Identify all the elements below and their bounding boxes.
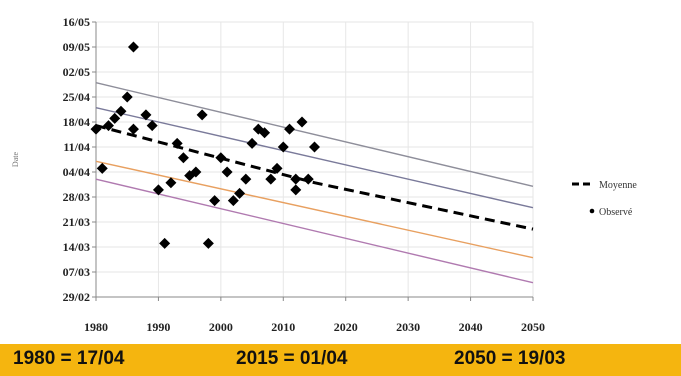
data-point (215, 152, 227, 164)
y-tick-label: 04/04 (63, 165, 90, 179)
legend-observe-label: Observé (599, 207, 633, 218)
data-point (159, 237, 171, 249)
data-point (177, 152, 189, 164)
data-point (115, 105, 127, 117)
x-tick-label: 1990 (146, 320, 170, 334)
legend-moyenne-label: Moyenne (599, 180, 637, 191)
x-tick-label: 1980 (84, 320, 108, 334)
data-point (277, 141, 289, 153)
series-line (95, 107, 534, 209)
data-point (127, 41, 139, 53)
banner-item-2050: 2050 = 19/03 (454, 348, 566, 369)
data-point (171, 137, 183, 149)
data-point (190, 166, 202, 178)
data-point (234, 187, 246, 199)
data-point (109, 112, 121, 124)
y-tick-label: 25/04 (63, 90, 90, 104)
banner-item-1980: 1980 = 17/04 (13, 348, 125, 369)
data-point (265, 173, 277, 185)
y-tick-label: 14/03 (63, 240, 90, 254)
y-tick-label: 16/05 (63, 15, 90, 29)
x-tick-label: 2000 (209, 320, 233, 334)
y-tick-label: 28/03 (63, 190, 90, 204)
data-point (127, 123, 139, 135)
y-tick-label: 07/03 (63, 265, 90, 279)
x-tick-label: 2020 (334, 320, 358, 334)
data-point (96, 162, 108, 174)
summary-banner: 1980 = 17/04 2015 = 01/04 2050 = 19/03 (0, 344, 681, 376)
y-axis-title: Date (11, 152, 20, 168)
data-point (196, 109, 208, 121)
data-point (140, 109, 152, 121)
data-point (152, 184, 164, 196)
legend-observe-symbol (589, 208, 595, 214)
y-tick-label: 02/05 (63, 65, 90, 79)
y-tick-label: 11/04 (63, 140, 90, 154)
data-point (90, 123, 102, 135)
series-line (95, 82, 534, 187)
y-tick-label: 09/05 (63, 40, 90, 54)
data-point (271, 162, 283, 174)
data-point (284, 123, 296, 135)
series-line (95, 160, 534, 259)
data-point (290, 173, 302, 185)
data-point (121, 91, 133, 103)
x-tick-label: 2010 (271, 320, 295, 334)
series-line (95, 178, 534, 284)
data-point (209, 195, 221, 207)
y-tick-label: 29/02 (63, 290, 90, 304)
data-point (246, 137, 258, 149)
data-point (309, 141, 320, 153)
data-point (259, 127, 271, 139)
x-tick-label: 2040 (459, 320, 483, 334)
data-point (102, 120, 114, 132)
data-point (296, 116, 308, 128)
x-tick-label: 2050 (521, 320, 545, 334)
series-line-moyenne (95, 124, 534, 231)
data-point (302, 173, 314, 185)
data-point (165, 177, 177, 189)
chart: 29/02 07/03 14/03 21/03 28/03 04/04 11/04 18/04… (11, 15, 637, 334)
data-point (221, 166, 233, 178)
data-point (290, 184, 302, 196)
x-tick-label: 2030 (396, 320, 420, 334)
y-tick-label: 21/03 (63, 215, 90, 229)
y-tick-label: 18/04 (63, 115, 90, 129)
banner-item-2015: 2015 = 01/04 (236, 348, 348, 369)
data-point (202, 237, 214, 249)
data-point (227, 195, 239, 207)
data-point (146, 120, 158, 132)
data-point (240, 173, 252, 185)
